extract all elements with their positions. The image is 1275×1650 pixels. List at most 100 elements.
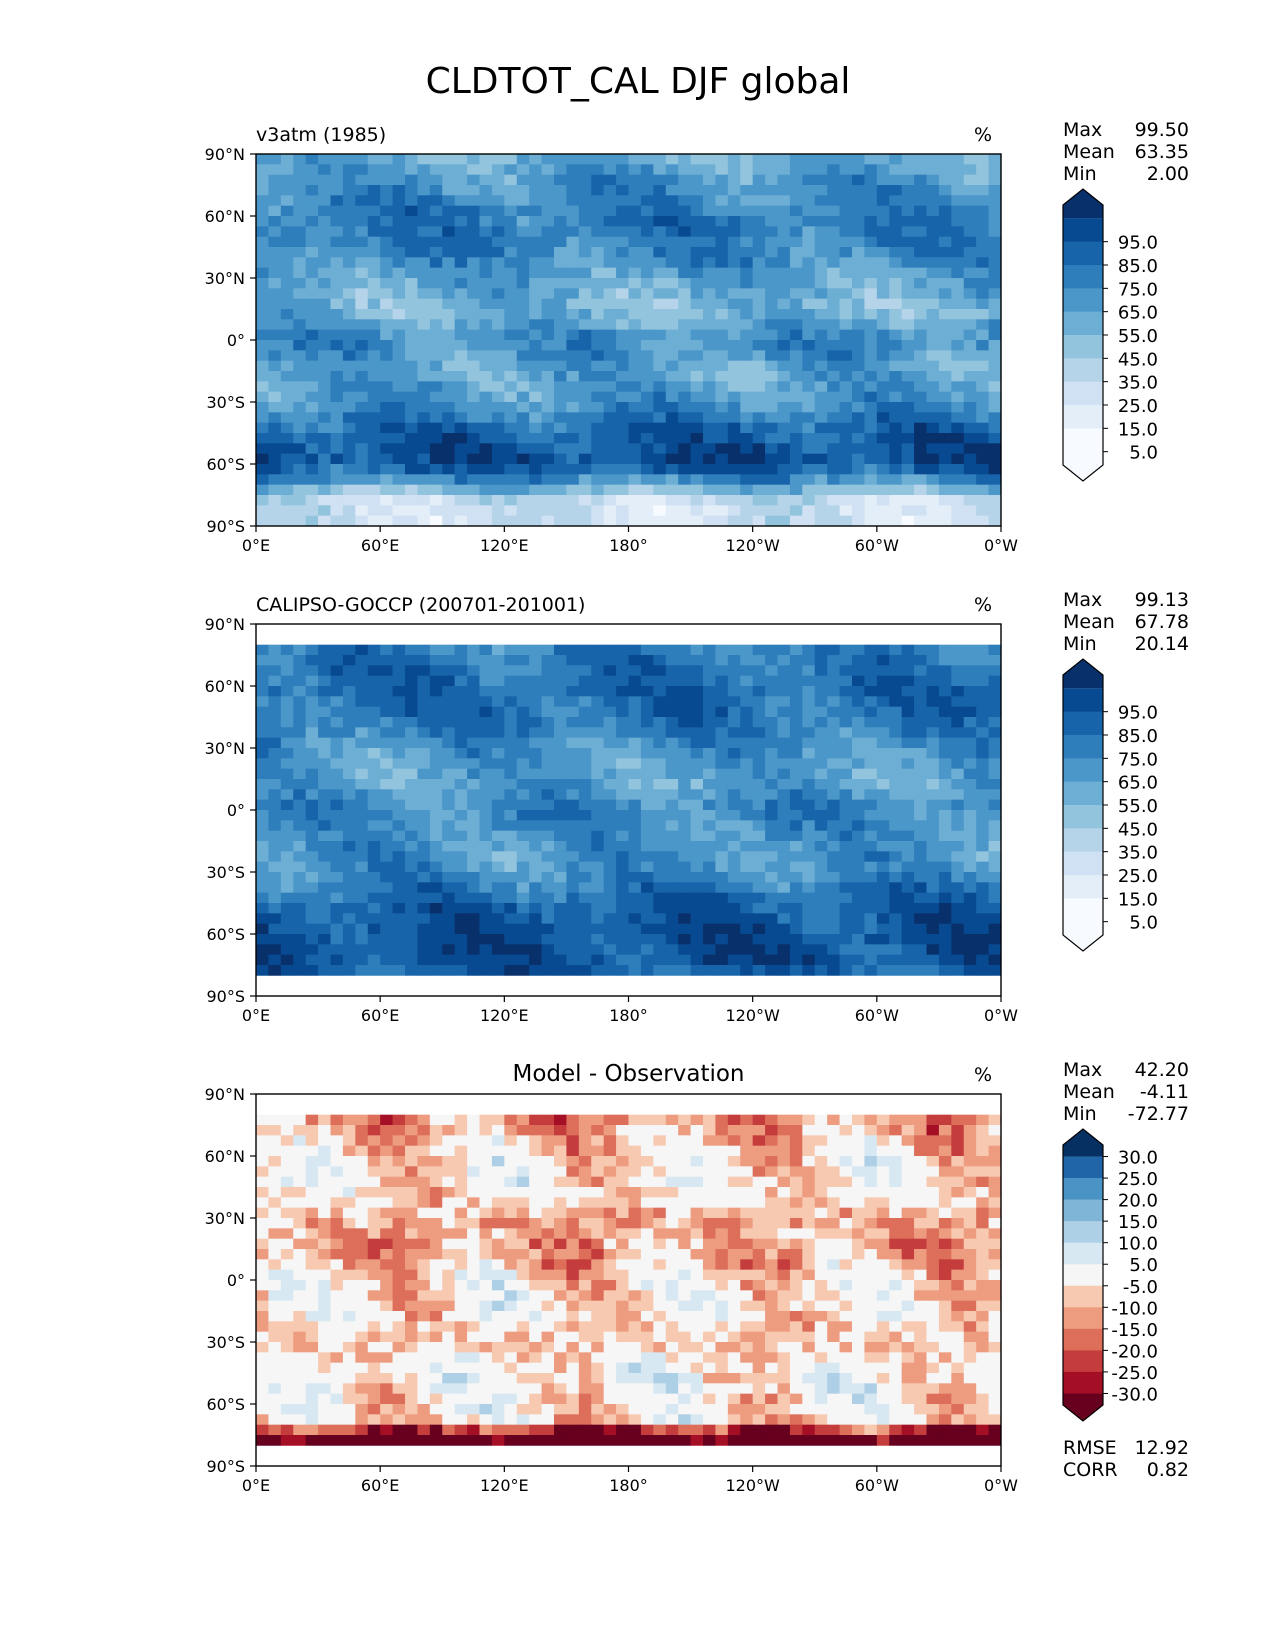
data-cell bbox=[789, 1176, 803, 1188]
data-cell bbox=[392, 371, 406, 382]
data-cell bbox=[876, 696, 890, 708]
data-cell bbox=[417, 412, 431, 424]
colorbar-tick-label: 25.0 bbox=[1118, 866, 1158, 887]
data-cell bbox=[640, 515, 654, 527]
data-cell bbox=[342, 288, 356, 300]
data-cell bbox=[541, 913, 555, 925]
data-cell bbox=[678, 495, 691, 506]
data-cell bbox=[355, 820, 369, 832]
data-cell bbox=[491, 1197, 505, 1209]
data-cell bbox=[876, 443, 890, 455]
data-cell bbox=[318, 851, 331, 863]
data-cell bbox=[963, 706, 977, 718]
data-cell bbox=[305, 737, 319, 749]
data-cell bbox=[516, 1166, 530, 1178]
data-cell bbox=[963, 464, 977, 475]
data-cell bbox=[963, 934, 977, 945]
data-cell bbox=[889, 1114, 903, 1126]
units-label: % bbox=[974, 1064, 992, 1086]
data-cell bbox=[429, 1238, 443, 1250]
data-cell bbox=[516, 443, 530, 455]
data-cell bbox=[690, 748, 704, 759]
data-cell bbox=[951, 154, 965, 165]
data-cell bbox=[653, 216, 667, 227]
data-cell bbox=[727, 288, 741, 300]
data-cell bbox=[417, 257, 431, 269]
data-cell bbox=[367, 1145, 381, 1157]
data-cell bbox=[703, 892, 716, 904]
data-cell bbox=[454, 174, 468, 186]
data-cell bbox=[268, 350, 282, 362]
data-cell bbox=[603, 257, 617, 269]
data-cell bbox=[516, 329, 530, 341]
data-cell bbox=[554, 174, 567, 186]
data-cell bbox=[988, 298, 1002, 310]
data-cell bbox=[876, 391, 890, 403]
data-cell bbox=[293, 655, 307, 666]
data-cell bbox=[268, 851, 282, 863]
data-cell bbox=[442, 810, 456, 821]
data-cell bbox=[640, 329, 654, 341]
data-cell bbox=[889, 443, 903, 455]
data-cell bbox=[554, 1238, 567, 1250]
data-cell bbox=[268, 820, 282, 832]
data-cell bbox=[293, 892, 307, 904]
data-cell bbox=[839, 164, 853, 176]
data-cell bbox=[541, 257, 555, 269]
data-cell bbox=[852, 350, 865, 362]
data-cell bbox=[777, 267, 791, 279]
data-cell bbox=[380, 1135, 393, 1147]
data-cell bbox=[690, 1218, 704, 1229]
data-cell bbox=[256, 1135, 269, 1147]
data-cell bbox=[976, 965, 989, 976]
data-cell bbox=[678, 298, 691, 310]
data-cell bbox=[578, 696, 592, 708]
data-cell bbox=[665, 195, 679, 207]
data-cell bbox=[330, 789, 344, 801]
data-cell bbox=[814, 665, 828, 677]
data-cell bbox=[839, 340, 853, 351]
data-cell bbox=[827, 841, 840, 852]
data-cell bbox=[628, 319, 642, 331]
data-cell bbox=[442, 892, 456, 904]
data-cell bbox=[280, 944, 294, 956]
data-cell bbox=[566, 453, 580, 465]
data-cell bbox=[938, 236, 952, 248]
data-cell bbox=[566, 1218, 580, 1229]
data-cell bbox=[889, 360, 903, 372]
data-cell bbox=[429, 205, 443, 217]
data-cell bbox=[479, 381, 493, 393]
data-cell bbox=[864, 391, 878, 403]
data-cell bbox=[640, 381, 654, 393]
data-cell bbox=[293, 810, 307, 821]
data-cell bbox=[814, 913, 828, 925]
data-cell bbox=[914, 267, 927, 279]
data-cell bbox=[355, 1156, 369, 1167]
panel-title-center: Model - Observation bbox=[512, 1061, 744, 1087]
data-cell bbox=[988, 1145, 1002, 1157]
data-cell bbox=[715, 789, 729, 801]
data-cell bbox=[603, 861, 617, 873]
data-cell bbox=[914, 412, 927, 424]
data-cell bbox=[889, 789, 903, 801]
data-cell bbox=[678, 1197, 691, 1209]
data-cell bbox=[392, 913, 406, 925]
data-cell bbox=[678, 830, 691, 842]
data-cell bbox=[305, 665, 319, 677]
data-cell bbox=[814, 267, 828, 279]
data-cell bbox=[789, 453, 803, 465]
data-cell bbox=[802, 247, 816, 258]
data-cell bbox=[740, 412, 754, 424]
data-cell bbox=[901, 433, 915, 444]
data-cell bbox=[789, 174, 803, 186]
data-cell bbox=[665, 164, 679, 176]
data-cell bbox=[765, 789, 778, 801]
data-cell bbox=[417, 923, 431, 935]
data-cell bbox=[839, 1114, 853, 1126]
data-cell bbox=[703, 882, 716, 894]
data-cell bbox=[330, 298, 344, 310]
data-cell bbox=[405, 216, 418, 227]
data-cell bbox=[889, 267, 903, 279]
data-cell bbox=[789, 371, 803, 382]
data-cell bbox=[467, 433, 480, 444]
